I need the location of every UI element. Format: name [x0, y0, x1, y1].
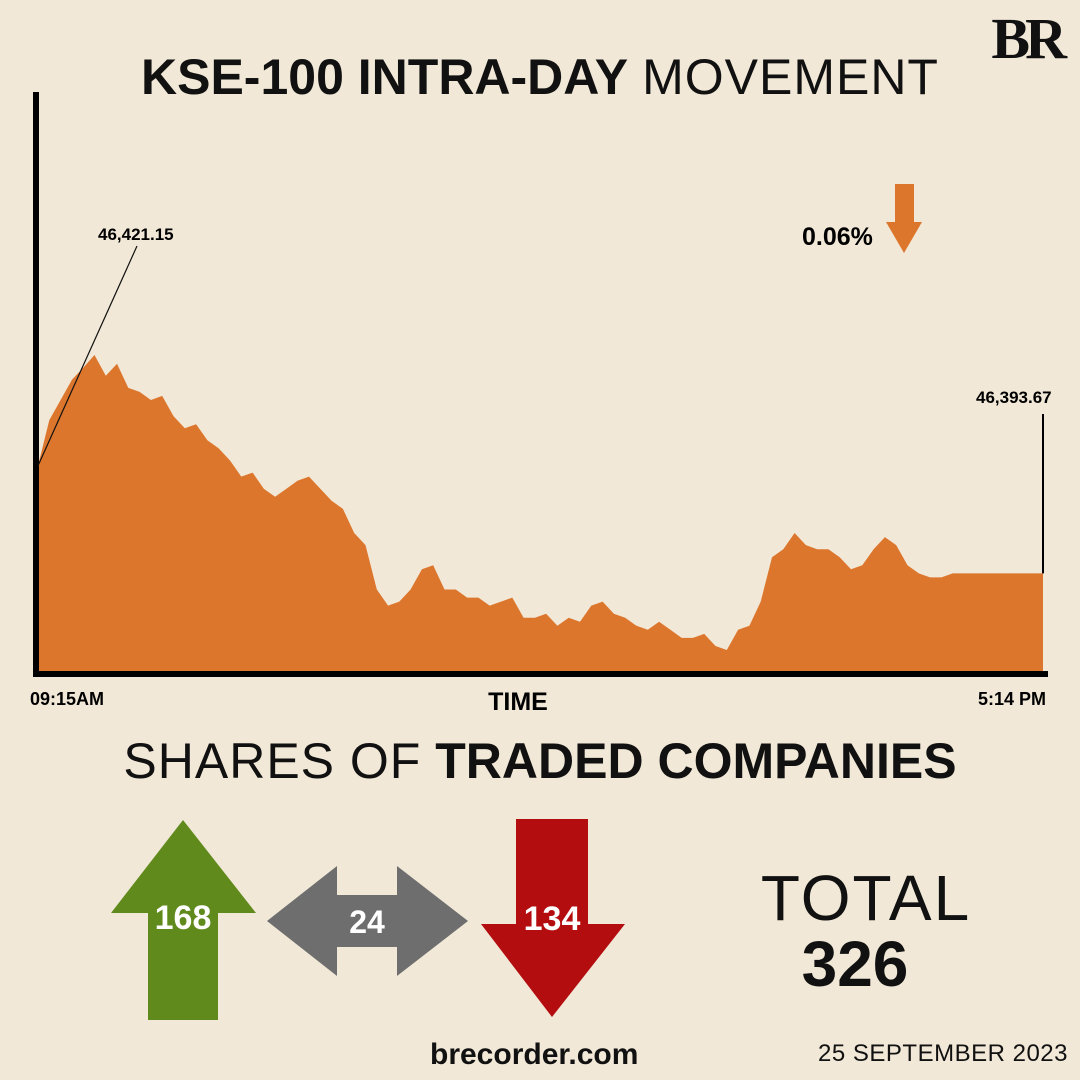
- website-link[interactable]: brecorder.com: [430, 1038, 639, 1071]
- intraday-chart: 46,421.15 46,393.67 0.06% 09:15AM 5:14 P…: [30, 92, 1052, 716]
- chart-title-light: MOVEMENT: [642, 49, 939, 105]
- declined-down-arrow-icon: [481, 819, 625, 1017]
- chart-title: KSE-100 INTRA-DAY MOVEMENT: [0, 52, 1080, 102]
- x-tick-end: 5:14 PM: [978, 689, 1046, 709]
- publish-date: 25 SEPTEMBER 2023: [818, 1040, 1068, 1067]
- close-value-label: 46,393.67: [976, 388, 1052, 407]
- shares-title: SHARES OF TRADED COMPANIES: [0, 736, 1080, 786]
- high-value-label: 46,421.15: [98, 225, 174, 244]
- change-percent-label: 0.06%: [802, 223, 873, 251]
- total-value: 326: [801, 928, 909, 1000]
- chart-title-bold: KSE-100 INTRA-DAY: [141, 49, 629, 105]
- shares-title-light: SHARES OF: [123, 733, 422, 789]
- high-leader-line: [37, 245, 138, 467]
- declined-count: 134: [524, 900, 581, 938]
- unchanged-count: 24: [349, 904, 385, 940]
- unchanged-double-arrow-icon: [267, 866, 468, 976]
- br-logo: BR: [991, 6, 1067, 71]
- change-down-arrow-icon: [886, 184, 922, 253]
- x-axis-label: TIME: [488, 688, 548, 716]
- x-tick-start: 09:15AM: [30, 689, 104, 709]
- advanced-count: 168: [155, 899, 212, 937]
- advanced-up-arrow-icon: [111, 820, 256, 1020]
- shares-title-bold: TRADED COMPANIES: [435, 733, 957, 789]
- intraday-area: [38, 355, 1043, 672]
- total-label: TOTAL: [760, 862, 972, 934]
